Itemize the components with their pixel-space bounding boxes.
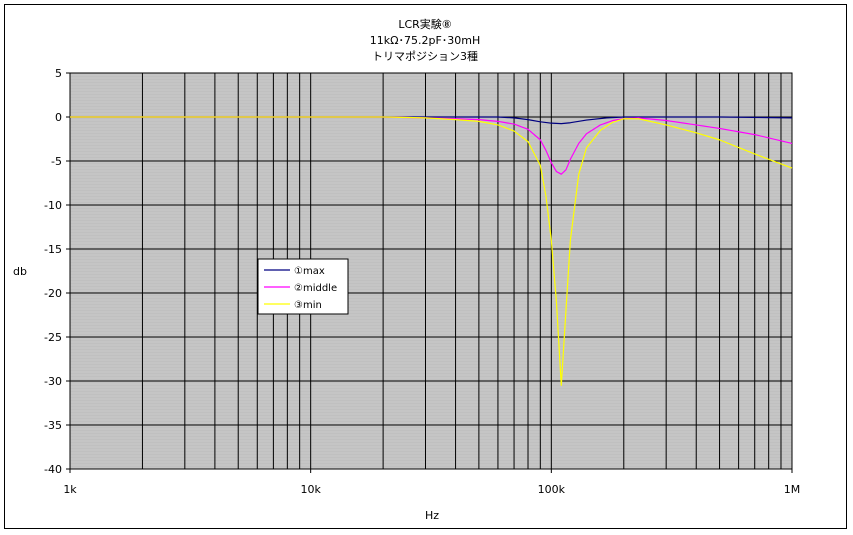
y-tick-label: -5: [51, 155, 62, 168]
y-tick-label: -25: [44, 331, 62, 344]
chart-title-line-1: LCR実験⑧: [398, 17, 451, 31]
legend-label-1: ①max: [294, 266, 325, 277]
legend: ①max ②middle ③min: [257, 258, 349, 315]
x-tick-label: 100k: [538, 483, 566, 496]
chart-title-line-2: 11kΩ･75.2pF･30mH: [370, 34, 481, 47]
y-tick-label: -20: [44, 287, 62, 300]
y-tick-label: -10: [44, 199, 62, 212]
plot-area: [70, 73, 792, 469]
y-tick-label: -35: [44, 419, 62, 432]
y-tick-label: -40: [44, 463, 62, 476]
series-lines: [70, 116, 793, 386]
x-tick-label: 10k: [300, 483, 321, 496]
series-line-2: [70, 116, 793, 175]
y-axis-label: db: [13, 265, 27, 278]
series-line-1: [70, 116, 793, 125]
y-tick-label: 0: [55, 111, 62, 124]
series-line-3: [70, 116, 793, 386]
y-tick-label: -15: [44, 243, 62, 256]
x-tick-label: 1M: [784, 483, 801, 496]
x-axis-label: Hz: [425, 509, 439, 522]
y-tick-label: 5: [55, 67, 62, 80]
y-axis-ticks: 5 0 -5 -10 -15 -20 -25 -30 -35 -40: [44, 67, 70, 476]
y-tick-label: -30: [44, 375, 62, 388]
legend-label-2: ②middle: [294, 283, 337, 294]
plot-border: [69, 72, 793, 470]
legend-label-3: ③min: [294, 300, 322, 311]
x-tick-label: 1k: [63, 483, 77, 496]
chart-title-line-3: トリマポジション3種: [372, 49, 478, 63]
chart-title: LCR実験⑧ 11kΩ･75.2pF･30mH トリマポジション3種: [370, 17, 481, 63]
x-axis-ticks: 1k 10k 100k 1M: [63, 469, 800, 496]
